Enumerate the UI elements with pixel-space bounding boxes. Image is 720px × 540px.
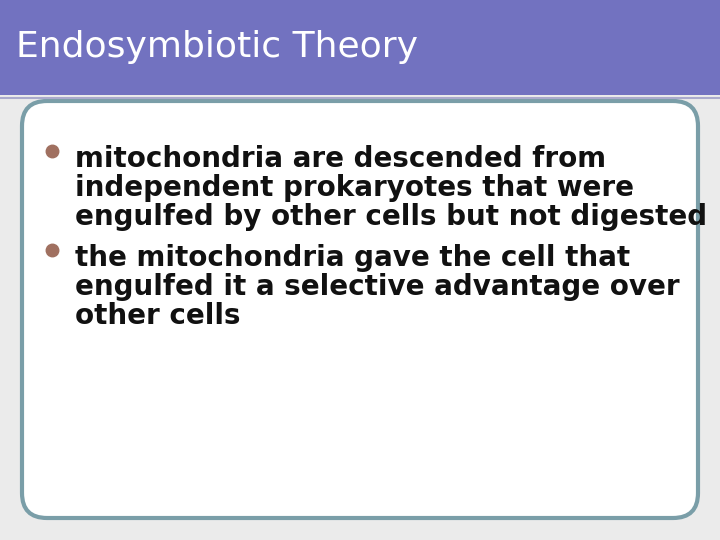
Text: the mitochondria gave the cell that: the mitochondria gave the cell that (75, 244, 630, 272)
Text: mitochondria are descended from: mitochondria are descended from (75, 145, 606, 173)
Text: Endosymbiotic Theory: Endosymbiotic Theory (16, 30, 418, 64)
Text: engulfed by other cells but not digested: engulfed by other cells but not digested (75, 203, 707, 231)
FancyBboxPatch shape (22, 101, 698, 518)
Text: independent prokaryotes that were: independent prokaryotes that were (75, 174, 634, 202)
Text: engulfed it a selective advantage over: engulfed it a selective advantage over (75, 273, 680, 301)
Text: other cells: other cells (75, 302, 240, 330)
Bar (0, 0, 720, 95)
